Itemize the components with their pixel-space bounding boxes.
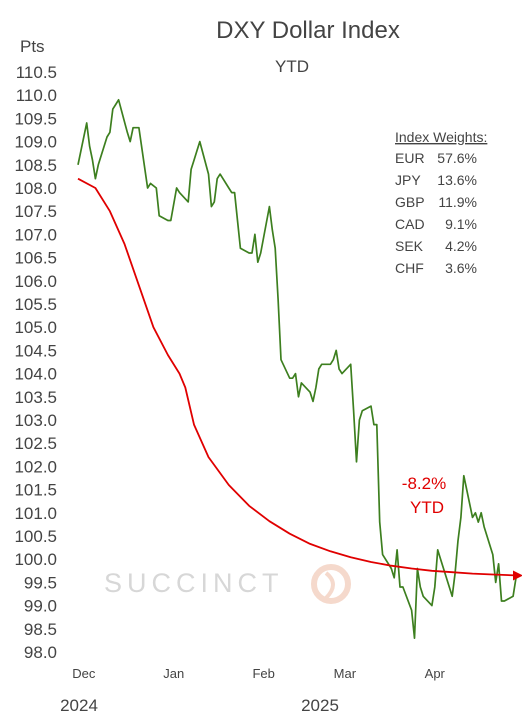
weight-currency: EUR [395,150,425,166]
ytd-change-label: YTD [410,498,444,517]
weight-currency: GBP [395,194,425,210]
year-label: 2024 [60,696,98,715]
x-axis-ticks: Dec Jan Feb Mar Apr [72,666,445,681]
index-weights-box: Index Weights: EUR 57.6% JPY 13.6% GBP 11.9% C… [395,129,487,276]
y-tick-label: 103.5 [14,388,57,407]
y-tick-label: 99.5 [24,573,57,592]
y-tick-label: 104.0 [14,365,57,384]
y-tick-label: 109.0 [14,133,57,152]
weight-pct: 9.1% [445,216,477,232]
y-tick-label: 105.5 [14,295,57,314]
watermark-logo-icon [311,564,351,604]
year-labels: 2024 2025 [60,696,339,715]
y-tick-label: 107.5 [14,202,57,221]
y-tick-label: 108.5 [14,156,57,175]
weight-currency: JPY [395,172,421,188]
dxy-price-line [77,98,517,639]
y-tick-label: 110.5 [16,63,57,82]
watermark-text: SUCCINCT [104,568,284,598]
y-tick-label: 98.5 [24,620,57,639]
ytd-change-annotation: -8.2% YTD [402,474,446,517]
ytd-trend-curve [77,177,517,577]
x-tick-label: Feb [252,666,274,681]
y-tick-label: 101.0 [14,504,57,523]
x-tick-label: Dec [72,666,96,681]
y-tick-label: 102.0 [14,457,57,476]
chart-subtitle: YTD [275,57,309,76]
weight-pct: 4.2% [445,238,477,254]
year-label: 2025 [301,696,339,715]
y-tick-label: 103.0 [14,411,57,430]
weight-currency: CHF [395,260,424,276]
x-tick-label: Mar [334,666,357,681]
y-tick-label: 101.5 [14,481,57,500]
y-tick-label: 98.0 [24,643,57,662]
chart-title: DXY Dollar Index [216,17,400,44]
y-tick-label: 102.5 [14,434,57,453]
y-tick-label: 106.5 [14,249,57,268]
weight-pct: 11.9% [438,194,477,210]
y-tick-label: 110.0 [16,86,57,105]
weight-pct: 57.6% [437,150,477,166]
x-tick-label: Jan [163,666,184,681]
y-tick-label: 107.0 [14,225,57,244]
index-weights-title: Index Weights: [395,129,487,145]
y-tick-label: 100.0 [14,550,57,569]
y-tick-label: 104.5 [14,341,57,360]
x-tick-label: Apr [425,666,446,681]
watermark: SUCCINCT [104,564,351,604]
y-tick-label: 100.5 [14,527,57,546]
trend-arrowhead [513,570,522,581]
y-tick-label: 108.0 [14,179,57,198]
y-axis-ticks: 110.5 110.0 109.5 109.0 108.5 108.0 107.5 107.0… [14,63,57,662]
y-tick-label: 99.0 [24,597,57,616]
ytd-change-pct: -8.2% [402,474,446,493]
index-weights-rows: EUR 57.6% JPY 13.6% GBP 11.9% CAD 9.1% SEK 4.2% CH… [395,150,477,276]
weight-pct: 13.6% [437,172,477,188]
y-tick-label: 109.5 [14,109,57,128]
series-layer [77,98,522,639]
y-tick-label: 105.0 [14,318,57,337]
weight-currency: SEK [395,238,424,254]
weight-pct: 3.6% [445,260,477,276]
y-axis-unit: Pts [20,37,45,56]
y-tick-label: 106.0 [14,272,57,291]
weight-currency: CAD [395,216,425,232]
